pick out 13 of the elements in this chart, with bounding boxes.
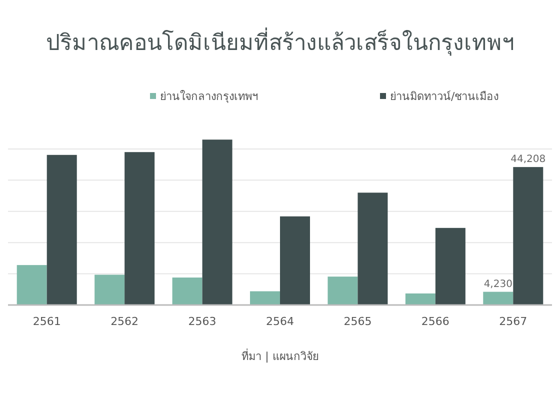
data-label: 44,208 xyxy=(510,154,546,166)
x-tick-label: 2565 xyxy=(344,315,372,328)
x-tick-label: 2564 xyxy=(266,315,294,328)
x-tick-label: 2567 xyxy=(499,315,528,328)
x-tick-label: 2562 xyxy=(110,315,139,328)
x-tick-label: 2563 xyxy=(188,315,216,328)
chart-title: ปริมาณคอนโดมิเนียมที่สร้างแล้วเสร็จในกรุงเทพฯ xyxy=(46,27,514,56)
x-tick-label: 2566 xyxy=(421,315,450,328)
data-label: 4,230 xyxy=(484,278,512,290)
x-tick-label: 2561 xyxy=(32,315,61,328)
legend-label: ย่านใจกลางกรุงเทพฯ xyxy=(160,90,258,103)
legend-label: ย่านมิดทาวน์/ชานเมือง xyxy=(390,90,499,103)
text: ที่มา | แผนกวิจัย xyxy=(242,348,318,363)
